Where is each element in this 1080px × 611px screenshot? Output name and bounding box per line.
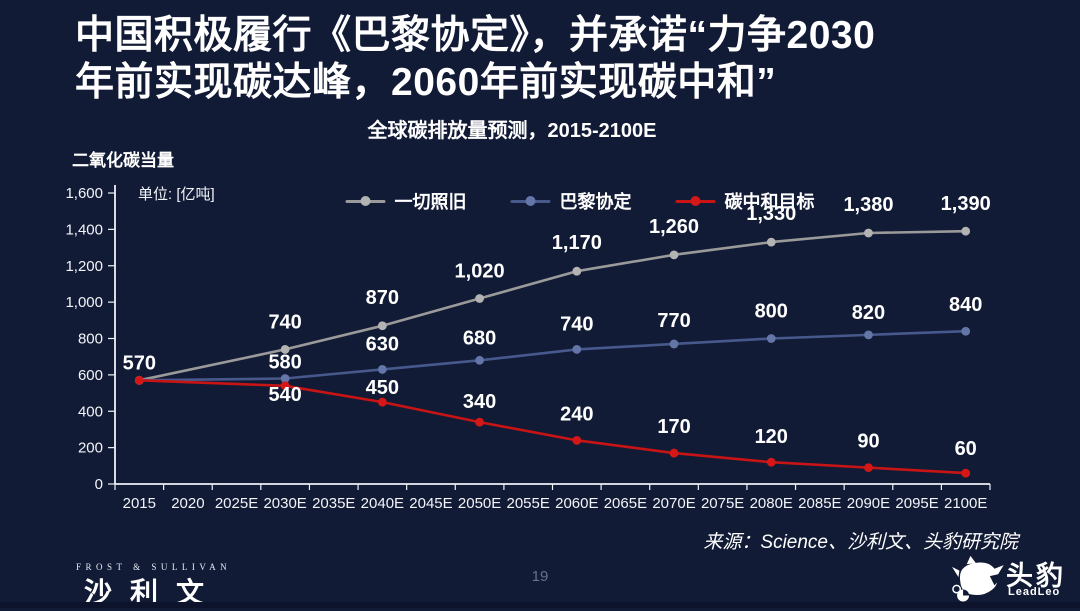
- svg-text:1,020: 1,020: [455, 260, 505, 282]
- svg-text:1,390: 1,390: [941, 193, 991, 215]
- legend-swatch-paris-agreement: [510, 196, 551, 207]
- chart-legend: 一切照旧 巴黎协定 碳中和目标: [345, 188, 815, 214]
- svg-text:840: 840: [949, 294, 982, 316]
- legend-swatch-business-as-usual: [345, 196, 386, 207]
- svg-text:630: 630: [366, 333, 399, 355]
- svg-text:2015: 2015: [123, 495, 156, 512]
- svg-text:450: 450: [366, 377, 399, 399]
- svg-text:2070E: 2070E: [652, 495, 695, 512]
- svg-text:2040E: 2040E: [361, 495, 404, 512]
- svg-text:2050E: 2050E: [458, 495, 501, 512]
- svg-text:400: 400: [78, 403, 103, 420]
- series-data-labels-business-as-usual: 570 740 870 1,020 1,170 1,260 1,330 1,380 1,390: [123, 193, 991, 374]
- y-axis-title: 二氧化碳当量: [72, 151, 174, 170]
- svg-text:2035E: 2035E: [312, 495, 355, 512]
- svg-text:200: 200: [78, 440, 103, 457]
- legend-item-paris-agreement: 巴黎协定: [510, 188, 632, 214]
- legend-label: 碳中和目标: [724, 192, 815, 212]
- series-markers-business-as-usual: [134, 226, 971, 385]
- svg-text:2045E: 2045E: [409, 495, 452, 512]
- source-note: 来源：Science、沙利文、头豹研究院: [703, 532, 1018, 553]
- svg-text:1,000: 1,000: [65, 294, 103, 311]
- svg-text:870: 870: [366, 287, 399, 309]
- svg-text:2080E: 2080E: [750, 495, 793, 512]
- svg-text:2055E: 2055E: [507, 495, 550, 512]
- svg-text:单位: [亿吨]: 单位: [亿吨]: [138, 186, 215, 203]
- svg-text:1,600: 1,600: [65, 185, 103, 202]
- legend-label: 一切照旧: [394, 192, 467, 212]
- series-data-labels-paris-agreement: 580 630 680 740 770 800 820 840: [268, 294, 982, 373]
- svg-text:2065E: 2065E: [604, 495, 647, 512]
- title-line-1: 中国积极履行《巴黎协定》，并承诺“力争2030: [75, 14, 876, 57]
- series-line-carbon-neutral-target: [138, 379, 967, 475]
- svg-text:2100E: 2100E: [944, 495, 987, 512]
- svg-text:2025E: 2025E: [215, 495, 258, 512]
- svg-text:800: 800: [755, 301, 788, 323]
- series-markers-carbon-neutral-target: [134, 375, 971, 478]
- legend-swatch-carbon-neutral-target: [675, 196, 716, 207]
- leopard-icon: [952, 555, 1004, 602]
- svg-text:240: 240: [560, 403, 593, 425]
- svg-text:740: 740: [560, 313, 593, 335]
- leadleo-subtext: LeadLeo: [1008, 586, 1061, 598]
- axes: [108, 185, 991, 490]
- svg-text:1,400: 1,400: [65, 221, 103, 238]
- frost-sullivan-wordmark-en: FROST & SULLIVAN: [76, 562, 232, 572]
- series-data-labels-carbon-neutral-target: 540 450 340 240 170 120 90 60: [268, 377, 976, 460]
- page-title: 中国积极履行《巴黎协定》，并承诺“力争2030 年前实现碳达峰，2060年前实现碳…: [75, 12, 1055, 106]
- svg-text:800: 800: [78, 331, 103, 348]
- axis-tick-labels: 0 200 400 600 800 1,000 1,200 1,400 1,600 2015 202…: [65, 185, 987, 512]
- bottom-edge-strip: [0, 602, 1080, 608]
- legend-label: 巴黎协定: [559, 192, 632, 212]
- svg-text:170: 170: [657, 416, 690, 438]
- svg-text:770: 770: [657, 310, 690, 332]
- svg-text:1,330: 1,330: [746, 203, 796, 225]
- series-line-paris-agreement: [138, 329, 967, 382]
- svg-text:820: 820: [852, 302, 885, 324]
- svg-text:1,260: 1,260: [649, 216, 699, 238]
- svg-text:2090E: 2090E: [847, 495, 890, 512]
- svg-text:90: 90: [857, 431, 879, 453]
- svg-text:2030E: 2030E: [263, 495, 306, 512]
- page-number: 19: [531, 568, 549, 585]
- svg-text:600: 600: [78, 367, 103, 384]
- svg-text:540: 540: [268, 384, 301, 406]
- leadleo-wordmark: 头豹: [1006, 561, 1066, 591]
- title-line-2: 年前实现碳达峰，2060年前实现碳中和”: [75, 61, 777, 104]
- svg-text:2020: 2020: [171, 495, 204, 512]
- svg-text:740: 740: [268, 311, 301, 333]
- svg-text:2075E: 2075E: [701, 495, 744, 512]
- legend-item-carbon-neutral-target: 碳中和目标: [675, 188, 815, 214]
- svg-text:680: 680: [463, 327, 496, 349]
- svg-text:570: 570: [123, 352, 156, 374]
- svg-text:1,200: 1,200: [65, 258, 103, 275]
- svg-text:1,170: 1,170: [552, 232, 602, 254]
- svg-text:2060E: 2060E: [555, 495, 598, 512]
- svg-text:580: 580: [268, 352, 301, 374]
- legend-item-business-as-usual: 一切照旧: [345, 188, 467, 214]
- chart-title: 全球碳排放量预测，2015-2100E: [367, 120, 657, 142]
- svg-text:340: 340: [463, 391, 496, 413]
- svg-text:60: 60: [955, 438, 977, 460]
- svg-text:120: 120: [755, 426, 788, 448]
- svg-text:2095E: 2095E: [895, 495, 938, 512]
- svg-text:2085E: 2085E: [798, 495, 841, 512]
- svg-text:0: 0: [95, 476, 103, 493]
- svg-text:1,380: 1,380: [843, 194, 893, 216]
